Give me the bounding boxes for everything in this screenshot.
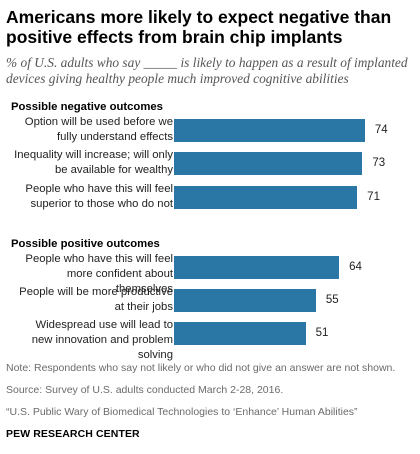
bar [174, 186, 358, 209]
report-title: “U.S. Public Wary of Biomedical Technolo… [6, 406, 358, 418]
bar [174, 152, 363, 175]
data-label: 71 [367, 191, 380, 203]
group-label: Possible negative outcomes [11, 101, 163, 113]
organization-name: PEW RESEARCH CENTER [6, 428, 140, 440]
group-label: Possible positive outcomes [11, 238, 160, 250]
category-label: People will be more productive at their … [19, 286, 173, 313]
chart-title: Americans more likely to expect negative… [6, 7, 392, 47]
footnote: Note: Respondents who say not likely or … [6, 362, 396, 374]
category-label: Inequality will increase; will only be a… [14, 149, 173, 176]
bar [174, 322, 306, 345]
category-label: Option will be used before we fully unde… [24, 116, 173, 143]
data-label: 51 [315, 327, 329, 339]
bar [174, 119, 365, 142]
data-label: 64 [349, 261, 362, 273]
source-note: Source: Survey of U.S. adults conducted … [6, 384, 284, 396]
category-label: People who have this will feel more conf… [25, 253, 173, 295]
category-label: Widespread use will lead to new innovati… [31, 319, 173, 361]
data-label: 74 [374, 124, 388, 136]
bar [174, 289, 316, 312]
bar [174, 256, 340, 279]
data-label: 55 [325, 294, 339, 306]
data-label: 73 [372, 157, 386, 169]
category-label: People who have this will feel superior … [25, 183, 173, 210]
chart-subtitle: % of U.S. adults who say _____ is likely… [6, 55, 408, 86]
